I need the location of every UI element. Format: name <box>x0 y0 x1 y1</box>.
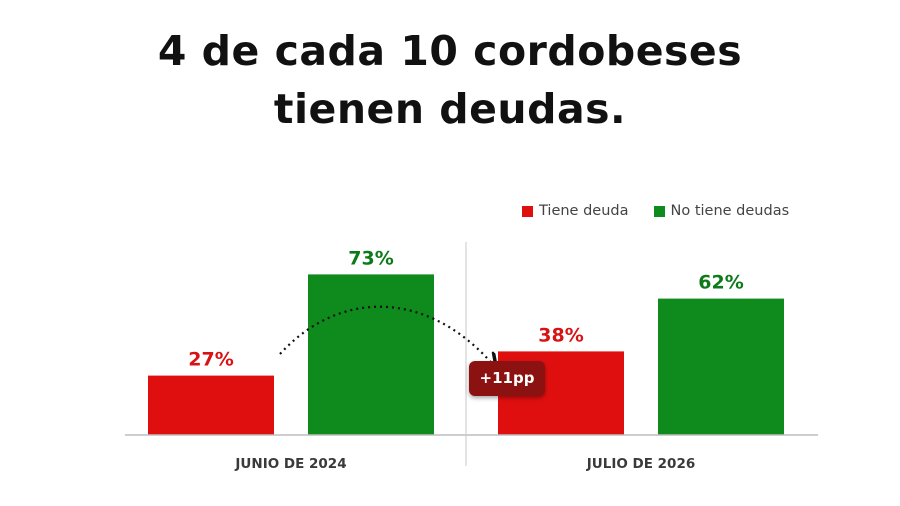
trend-arrow <box>279 305 495 367</box>
chart-title-line-2: tienen deudas. <box>273 85 627 133</box>
category-label-2024: JUNIO DE 2024 <box>234 456 346 472</box>
value-label-tiene-deuda-2026: 38% <box>538 324 583 346</box>
bar-tiene-deuda-2024 <box>148 375 274 435</box>
legend-swatch-tiene-deuda <box>522 205 533 217</box>
legend-label-no-tiene-deudas: No tiene deudas <box>670 203 790 219</box>
value-label-no-tiene-deudas-2024: 73% <box>348 247 393 269</box>
legend-swatch-no-tiene-deudas <box>653 205 665 217</box>
value-label-no-tiene-deudas-2026: 62% <box>698 272 743 294</box>
legend-label-tiene-deuda: Tiene deuda <box>539 203 629 219</box>
change-badge: +11pp <box>469 361 545 396</box>
legend-item-tiene-deuda: Tiene deuda <box>522 203 629 219</box>
bar-no-tiene-deudas-2024 <box>308 274 434 435</box>
legend-item-no-tiene-deudas: No tiene deudas <box>653 203 790 219</box>
chart-legend: Tiene deuda No tiene deudas <box>522 203 814 219</box>
bar-no-tiene-deudas-2026 <box>658 298 784 435</box>
chart-title-line-1: 4 de cada 10 cordobeses <box>157 27 743 75</box>
value-label-tiene-deuda-2024: 27% <box>188 349 233 371</box>
chart-title: 4 de cada 10 cordobeses tienen deudas. <box>0 22 900 138</box>
category-label-2026: JULIO DE 2026 <box>586 456 696 472</box>
